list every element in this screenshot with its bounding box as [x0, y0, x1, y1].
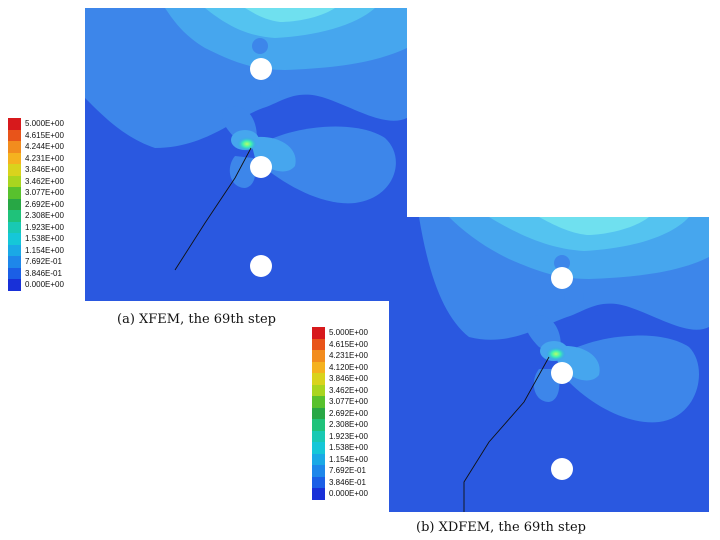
- colorbar-swatch: [312, 396, 325, 408]
- hole-top-b: [551, 267, 573, 289]
- colorbar-label: 4.120E+00: [329, 362, 368, 372]
- colorbar-label: 3.077E+00: [329, 397, 368, 406]
- colorbar-swatch: [8, 244, 21, 256]
- colorbar-label: 1.154E+00: [25, 245, 64, 255]
- colorbar-swatch: [8, 129, 21, 141]
- colorbar-label: 4.231E+00: [25, 153, 64, 163]
- colorbar-label: 4.615E+00: [329, 339, 368, 349]
- colorbar-swatch: [8, 164, 21, 176]
- colorbar-swatch: [312, 419, 325, 431]
- figure-caption-b: (b) XDFEM, the 69th step: [416, 520, 586, 535]
- colorbar-label: 1.538E+00: [329, 443, 368, 452]
- colorbar-swatch: [8, 221, 21, 233]
- colorbar-label: 1.923E+00: [329, 431, 368, 441]
- colorbar-label: 7.692E-01: [329, 466, 366, 475]
- colorbar-swatch: [8, 198, 21, 210]
- colorbar-swatch: [312, 488, 325, 500]
- colorbar-swatch: [312, 338, 325, 350]
- figure-caption-a: (a) XFEM, the 69th step: [117, 312, 276, 327]
- colorbar-label: 1.154E+00: [329, 454, 368, 464]
- colorbar-swatch: [8, 210, 21, 222]
- colorbar-swatch: [312, 430, 325, 442]
- colorbar-label: 3.077E+00: [25, 188, 64, 197]
- hole-middle-a: [250, 156, 272, 178]
- colorbar-swatch: [8, 279, 21, 291]
- colorbar-swatch: [8, 256, 21, 268]
- colorbar-swatch: [312, 327, 325, 339]
- colorbar-swatch: [8, 175, 21, 187]
- contour-field-a: [85, 8, 407, 301]
- contour-plot-a: [85, 8, 407, 301]
- colorbar-label: 3.846E-01: [25, 268, 62, 278]
- crack-path-a: [174, 147, 252, 271]
- colorbar-swatch: [312, 442, 325, 454]
- colorbar-swatch: [312, 350, 325, 362]
- colorbar-swatch: [312, 407, 325, 419]
- colorbar-label: 1.538E+00: [25, 234, 64, 243]
- hole-middle-b: [551, 362, 573, 384]
- colorbar-swatch: [8, 152, 21, 164]
- colorbar-label: 3.846E+00: [329, 374, 368, 383]
- colorbar-swatches-b: [312, 327, 325, 501]
- colorbar-swatch: [8, 233, 21, 245]
- contour-plot-b: [389, 217, 709, 512]
- colorbar-label: 3.846E-01: [329, 477, 366, 487]
- colorbar-label: 7.692E-01: [25, 257, 62, 266]
- colorbar-swatch: [312, 373, 325, 385]
- colorbar-b: 5.000E+00 4.615E+00 4.231E+00 4.120E+00 …: [312, 327, 392, 501]
- colorbar-swatch: [312, 465, 325, 477]
- colorbar-label: 0.000E+00: [25, 280, 64, 289]
- colorbar-swatch: [8, 118, 21, 130]
- contour-field-b: [389, 217, 709, 512]
- colorbar-label: 2.692E+00: [329, 408, 368, 418]
- hole-top-a: [250, 58, 272, 80]
- colorbar-label: 5.000E+00: [329, 328, 368, 337]
- colorbar-swatches-a: [8, 118, 21, 292]
- colorbar-swatch: [312, 384, 325, 396]
- colorbar-label: 3.846E+00: [25, 165, 64, 174]
- hole-bottom-b: [551, 458, 573, 480]
- colorbar-swatch: [8, 141, 21, 153]
- colorbar-label: 2.692E+00: [25, 199, 64, 209]
- colorbar-label: 4.615E+00: [25, 130, 64, 140]
- colorbar-label: 4.244E+00: [25, 142, 64, 151]
- colorbar-label: 2.308E+00: [329, 420, 368, 429]
- colorbar-swatch: [8, 187, 21, 199]
- colorbar-label: 3.462E+00: [329, 385, 368, 395]
- colorbar-label: 3.462E+00: [25, 176, 64, 186]
- colorbar-label: 0.000E+00: [329, 489, 368, 498]
- hole-bottom-a: [250, 255, 272, 277]
- crack-path-b: [463, 356, 550, 512]
- colorbar-swatch: [312, 476, 325, 488]
- colorbar-label: 1.923E+00: [25, 222, 64, 232]
- colorbar-label: 2.308E+00: [25, 211, 64, 220]
- colorbar-swatch: [312, 361, 325, 373]
- colorbar-a: 5.000E+00 4.615E+00 4.244E+00 4.231E+00 …: [8, 118, 88, 292]
- colorbar-swatch: [8, 267, 21, 279]
- colorbar-label: 4.231E+00: [329, 351, 368, 360]
- colorbar-label: 5.000E+00: [25, 119, 64, 128]
- colorbar-swatch: [312, 453, 325, 465]
